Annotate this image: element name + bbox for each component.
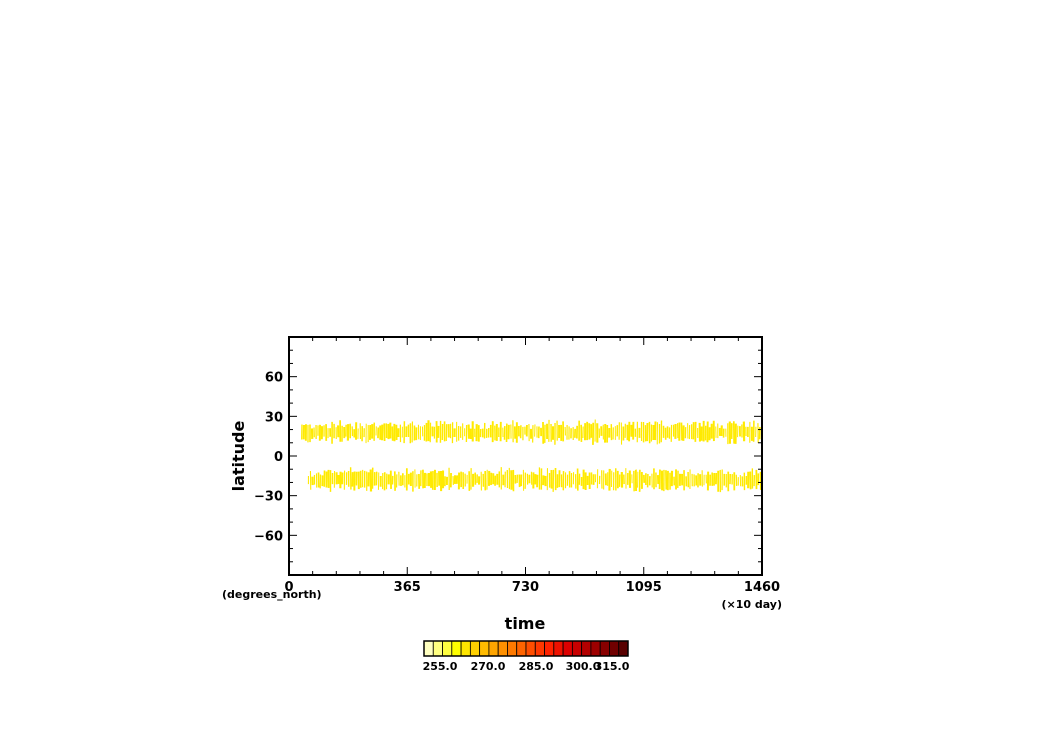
band-north bbox=[301, 419, 763, 445]
x-tick-label: 365 bbox=[394, 580, 421, 595]
colorbar-swatch bbox=[423, 640, 434, 657]
colorbar-label: 315.0 bbox=[595, 660, 630, 673]
colorbar-swatch bbox=[562, 640, 573, 657]
colorbar-swatch bbox=[525, 640, 536, 657]
colorbar-swatch bbox=[460, 640, 471, 657]
colorbar-swatch bbox=[442, 640, 453, 657]
plot-frame bbox=[288, 336, 763, 576]
x-tick-label: 1095 bbox=[626, 580, 662, 595]
x-axis-units: (×10 day) bbox=[721, 598, 782, 611]
y-axis-title: latitude bbox=[229, 420, 248, 491]
colorbar-swatch bbox=[451, 640, 462, 657]
colorbar-label: 255.0 bbox=[423, 660, 458, 673]
y-tick-label: 60 bbox=[265, 371, 283, 386]
y-axis-units: (degrees_north) bbox=[222, 588, 322, 601]
y-tick-label: −60 bbox=[254, 529, 283, 544]
colorbar-swatch bbox=[469, 640, 481, 657]
colorbar-label: 285.0 bbox=[519, 660, 554, 673]
colorbar-swatch bbox=[488, 640, 499, 657]
colorbar-swatch bbox=[544, 640, 555, 657]
colorbar-swatch bbox=[618, 640, 629, 657]
y-tick-label: −30 bbox=[254, 490, 283, 505]
colorbar-swatch bbox=[534, 640, 545, 657]
axis-tick-labels: 0 365 730 1095 1460 60 30 0 −30 −60 bbox=[254, 371, 780, 595]
colorbar-swatch bbox=[609, 640, 620, 657]
colorbar-swatch bbox=[590, 640, 601, 657]
colorbar-label: 300.0 bbox=[566, 660, 601, 673]
colorbar-swatch bbox=[581, 640, 592, 657]
colorbar-swatch bbox=[599, 640, 610, 657]
colorbar-swatch bbox=[432, 640, 443, 657]
y-tick-label: 30 bbox=[265, 410, 283, 425]
colorbar-swatch bbox=[479, 640, 490, 657]
band-south bbox=[307, 467, 762, 493]
colorbar-swatch bbox=[497, 640, 508, 657]
axis-ticks bbox=[288, 336, 763, 576]
colorbar-frame bbox=[423, 640, 629, 657]
y-tick-label: 0 bbox=[274, 450, 283, 465]
colorbar-swatch bbox=[516, 640, 527, 657]
x-tick-label: 730 bbox=[512, 580, 539, 595]
colorbar-swatch bbox=[553, 640, 564, 657]
colorbar-label: 270.0 bbox=[471, 660, 506, 673]
data-bands bbox=[301, 419, 763, 493]
colorbar-swatch bbox=[571, 640, 583, 657]
colorbar-swatch bbox=[507, 640, 518, 657]
x-axis-title: time bbox=[505, 614, 546, 633]
x-tick-label: 0 bbox=[284, 580, 293, 595]
x-tick-label: 1460 bbox=[744, 580, 780, 595]
